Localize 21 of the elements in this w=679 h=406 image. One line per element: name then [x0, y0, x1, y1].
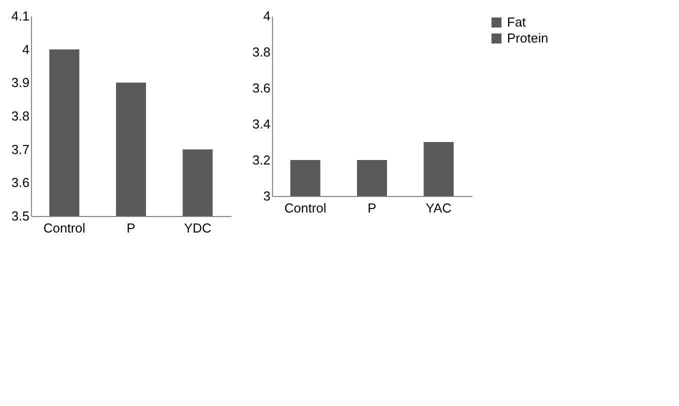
y-tick-label: 3.7: [11, 142, 30, 157]
y-tick-label: 3.5: [11, 208, 30, 224]
y-tick-label: 4.1: [11, 8, 30, 24]
x-tick-label: Control: [43, 220, 86, 236]
y-tick-label: 3.9: [11, 75, 30, 90]
y-tick-label: 3.8: [11, 108, 30, 124]
y-tick-label: 3.8: [252, 44, 270, 60]
text: Protein: [507, 30, 548, 46]
x-tick-label: YDC: [184, 220, 212, 236]
y-tick-label: 3.6: [252, 80, 270, 96]
y-tick-label: 4: [263, 8, 270, 24]
x-tick-label: YAC: [426, 200, 452, 216]
y-tick-label: 3.2: [252, 152, 270, 168]
x-tick-label: P: [368, 200, 376, 216]
y-tick-label: 3.6: [11, 175, 30, 190]
y-tick-label: 3.4: [252, 116, 270, 132]
x-tick-label: Control: [284, 200, 326, 216]
x-tick-label: P: [126, 220, 136, 236]
y-tick-label: 4: [22, 42, 30, 57]
legend-label: Fat: [507, 14, 526, 30]
y-tick-label: 3: [263, 188, 270, 204]
